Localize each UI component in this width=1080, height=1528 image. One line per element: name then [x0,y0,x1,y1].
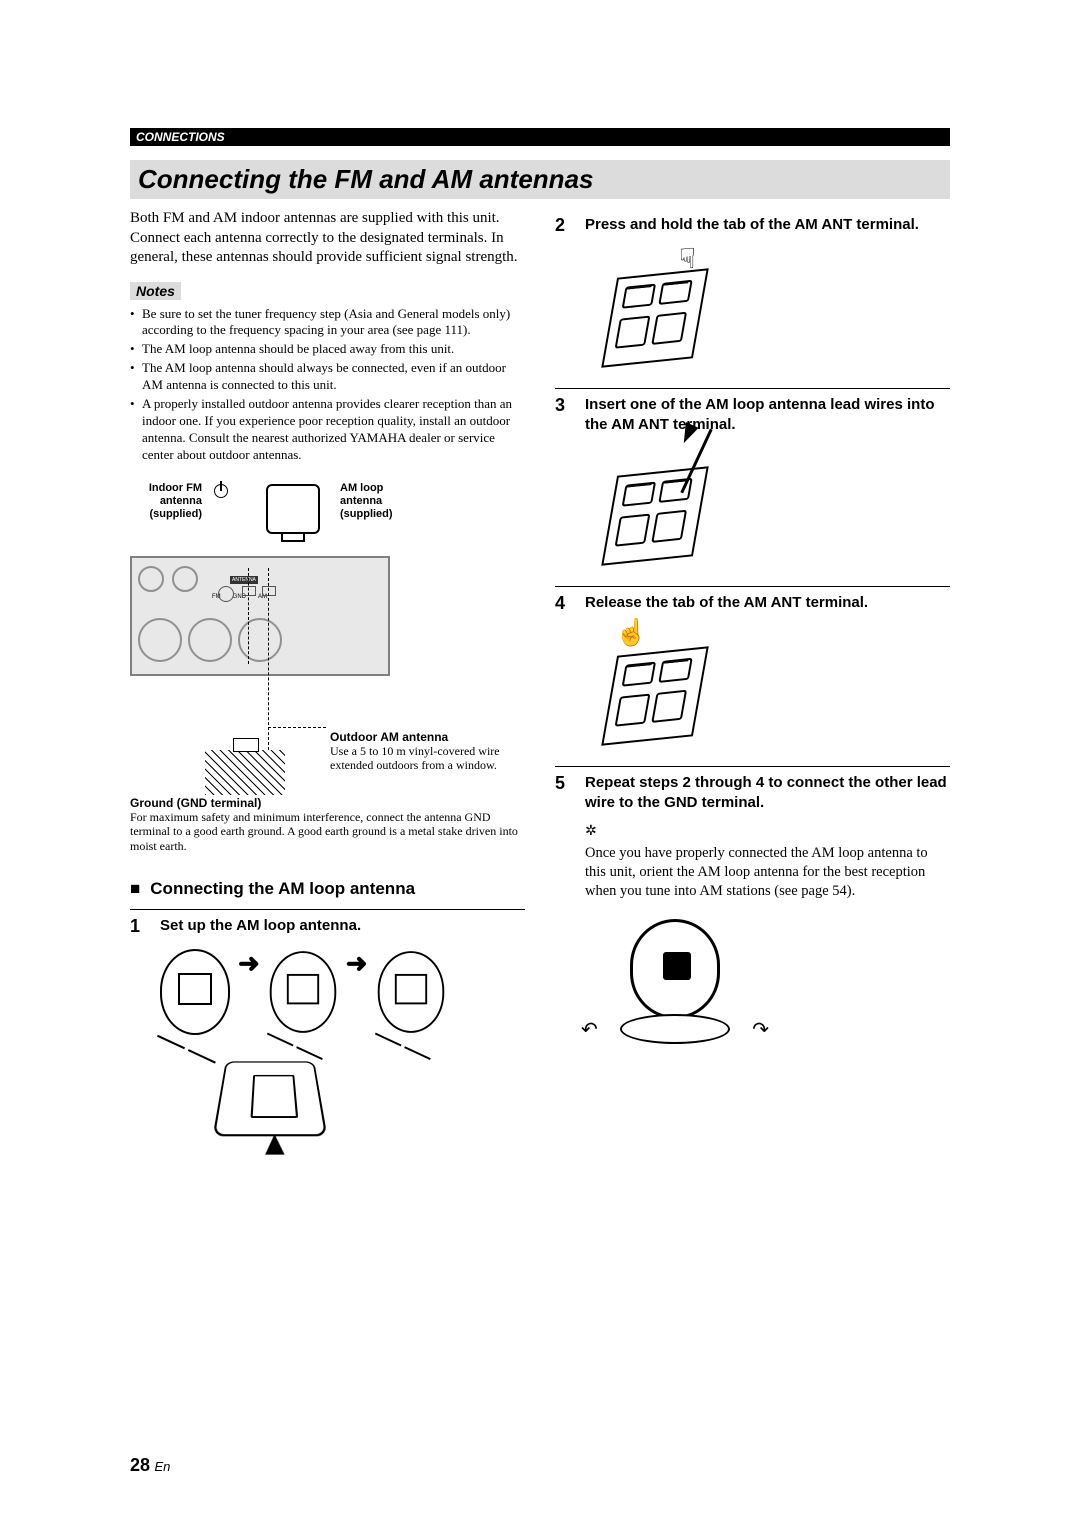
antenna-base-icon [620,1014,730,1044]
step-3: 3 Insert one of the AM loop antenna lead… [555,388,950,434]
panel-antenna-label: ANTENNA [230,576,258,584]
ground-note: Ground (GND terminal) For maximum safety… [130,796,525,854]
sub-heading-text: Connecting the AM loop antenna [150,879,415,898]
hand-release-icon: ☝ [615,618,647,648]
page-title: Connecting the FM and AM antennas [138,164,942,195]
loop-antenna-icon [630,919,720,1019]
amplifier-panel: ANTENNA FM GND AM [130,556,390,676]
step-text: Insert one of the AM loop antenna lead w… [585,395,950,434]
note-item: Be sure to set the tuner frequency step … [130,306,525,340]
am-loop-icon [266,484,320,534]
page-number: 28 En [130,1455,170,1476]
section-header: CONNECTIONS [130,128,950,146]
left-column: Both FM and AM indoor antennas are suppl… [130,209,525,1139]
section-header-label: CONNECTIONS [136,130,225,144]
page-title-bar: Connecting the FM and AM antennas [130,160,950,199]
loop-antenna-icon [270,951,337,1033]
intro-text: Both FM and AM indoor antennas are suppl… [130,209,525,268]
fm-antenna-icon [214,484,228,498]
notes-heading: Notes [130,282,181,300]
step-number: 2 [555,215,571,236]
arrow-right-icon: ➜ [346,949,368,979]
tip-icon [585,822,597,839]
loop-antenna-icon [160,949,230,1035]
ground-title: Ground (GND terminal) [130,796,525,810]
square-bullet-icon: ■ [130,879,140,898]
notes-list: Be sure to set the tuner frequency step … [130,306,525,464]
step-1-figure: ➜ ➜ [160,949,525,1139]
hand-press-icon: ☟ [679,242,696,276]
outdoor-title: Outdoor AM antenna [330,730,500,744]
loop-antenna-icon [377,951,444,1033]
ground-hatch-icon [205,750,285,795]
step-number: 4 [555,593,571,614]
note-item: A properly installed outdoor antenna pro… [130,396,525,464]
step-1: 1 Set up the AM loop antenna. [130,909,525,937]
step-3-figure [585,446,725,576]
step-2-figure: ☟ [585,248,725,378]
step-text: Set up the AM loop antenna. [160,916,361,937]
page-num-value: 28 [130,1455,150,1475]
am-loop-label: AM loopantenna(supplied) [340,482,393,520]
content-columns: Both FM and AM indoor antennas are suppl… [130,209,950,1139]
step-number: 1 [130,916,146,937]
arrow-right-icon: ➜ [238,949,260,979]
indoor-fm-label: Indoor FMantenna(supplied) [149,482,202,520]
arrow-curve-right-icon: ↷ [752,1017,769,1042]
orient-figure: ↶ ↷ [585,919,765,1059]
arrow-curve-left-icon: ↶ [581,1017,598,1042]
page-lang: En [154,1459,170,1474]
step-number: 3 [555,395,571,434]
step-5: 5 Repeat steps 2 through 4 to connect th… [555,766,950,812]
sub-heading: ■ Connecting the AM loop antenna [130,879,525,899]
step-text: Repeat steps 2 through 4 to connect the … [585,773,950,812]
antenna-stand-icon [213,1061,328,1136]
connection-diagram: Indoor FMantenna(supplied) AM loopantenn… [130,482,525,854]
step-4-figure: ☝ [585,626,725,756]
tip-text: Once you have properly connected the AM … [585,844,950,901]
note-item: The AM loop antenna should always be con… [130,360,525,394]
right-column: 2 Press and hold the tab of the AM ANT t… [555,209,950,1139]
note-item: The AM loop antenna should be placed awa… [130,341,525,358]
step-2: 2 Press and hold the tab of the AM ANT t… [555,209,950,236]
step-number: 5 [555,773,571,812]
outdoor-antenna-note: Outdoor AM antenna Use a 5 to 10 m vinyl… [330,730,500,773]
step-text: Release the tab of the AM ANT terminal. [585,593,868,614]
ground-text: For maximum safety and minimum interfere… [130,810,525,853]
arrow-up-icon [265,1134,284,1154]
step-text: Press and hold the tab of the AM ANT ter… [585,215,919,236]
outdoor-text: Use a 5 to 10 m vinyl-covered wire exten… [330,744,500,773]
step-4: 4 Release the tab of the AM ANT terminal… [555,586,950,614]
